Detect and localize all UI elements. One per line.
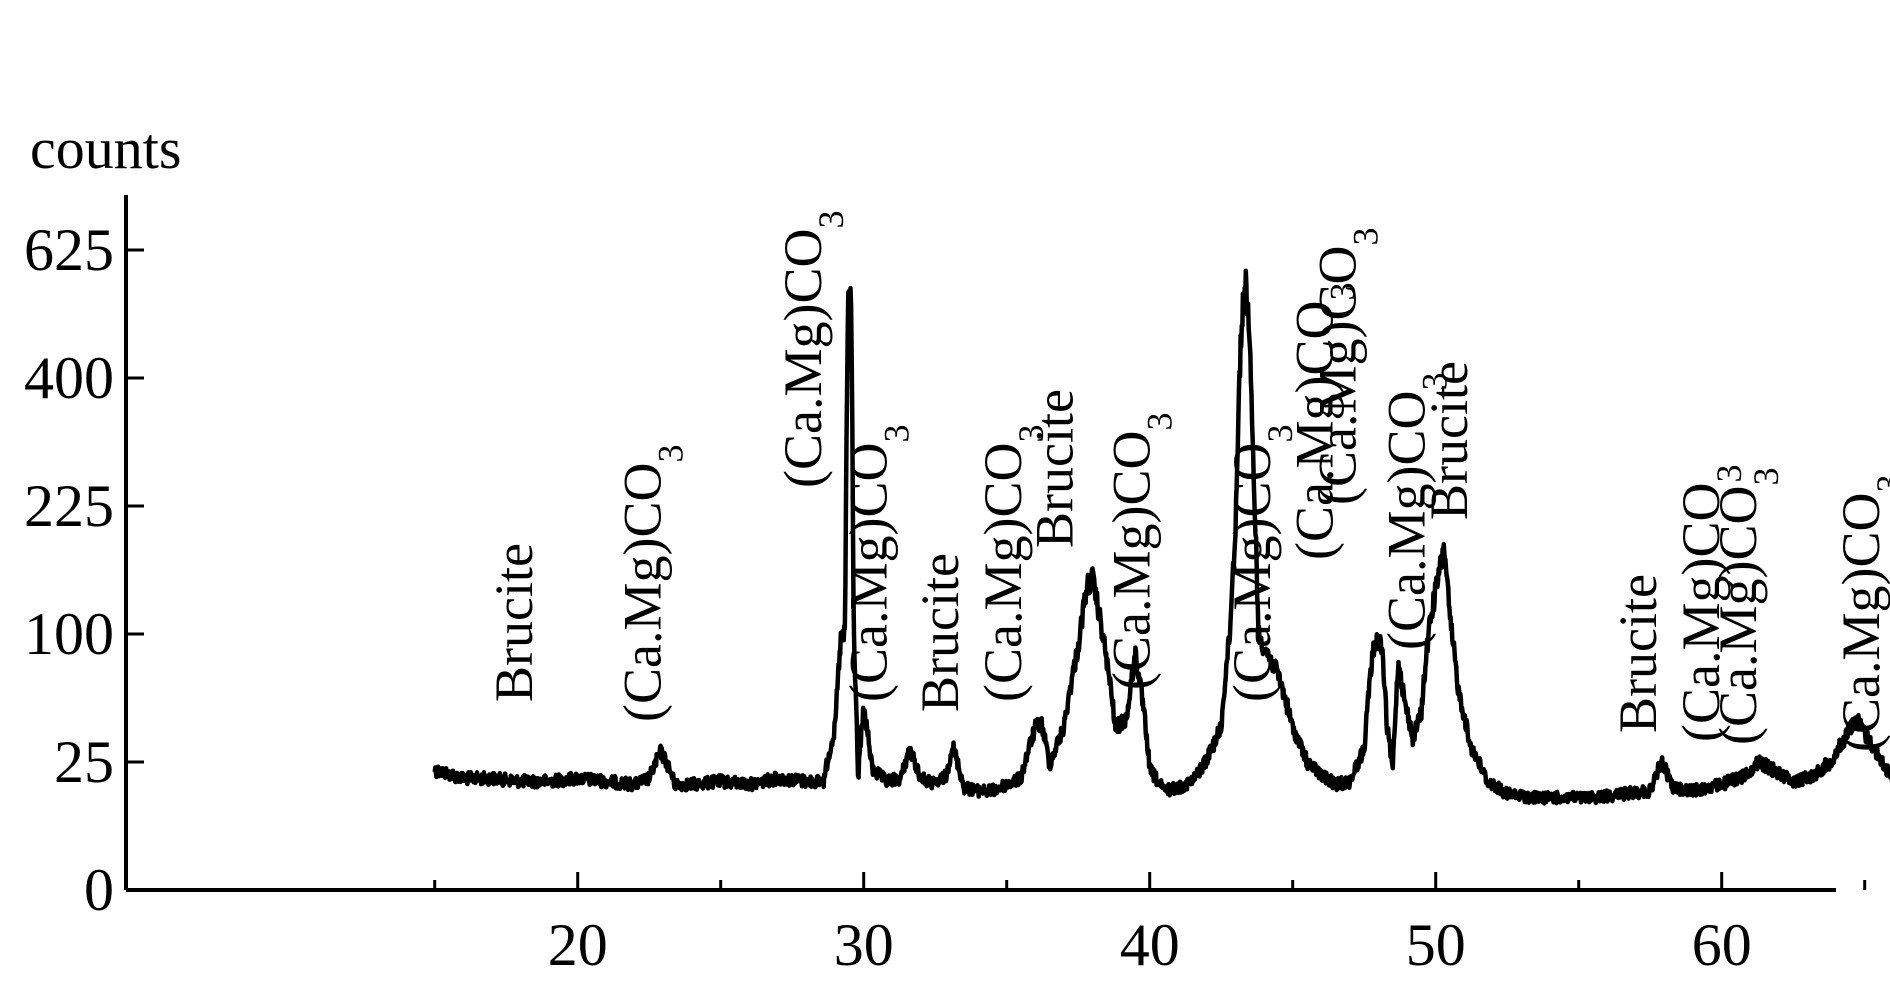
peak-annotation-subscript: 3	[651, 445, 691, 463]
peak-annotation-main: (Ca.Mg)CO	[773, 229, 833, 488]
y-tick-label: 625	[24, 217, 114, 283]
peak-annotation: Brucite	[1419, 361, 1479, 520]
peak-annotation-subscript: 3	[1709, 465, 1749, 483]
peak-annotation-main: (Ca.Mg)CO	[1671, 483, 1731, 742]
peak-annotation-main: (Ca.Mg)CO	[973, 443, 1033, 702]
y-tick-label: 225	[24, 473, 114, 539]
y-tick-label: 400	[24, 345, 114, 411]
peak-annotation-main: Brucite	[1608, 574, 1668, 733]
x-tick-label: 50	[1406, 912, 1466, 978]
y-tick-label: 25	[54, 729, 114, 795]
peak-annotation-subscript: 3	[1260, 425, 1300, 443]
y-tick-label: 100	[24, 601, 114, 667]
peak-annotation-subscript: 3	[1140, 413, 1180, 431]
peak-annotation-main: Brucite	[484, 543, 544, 702]
x-tick-label: 40	[1120, 912, 1180, 978]
peak-annotation: (Ca.Mg)CO3	[839, 425, 917, 702]
peak-annotation: (Ca.Mg)CO3	[1308, 228, 1386, 505]
peak-annotation-subscript: 3	[1011, 425, 1051, 443]
peak-annotation: Brucite	[910, 553, 970, 712]
peak-annotation: Brucite	[484, 543, 544, 702]
peak-annotation-main: (Ca.Mg)CO	[613, 463, 673, 722]
peak-annotation-subscript: 3	[1869, 475, 1890, 493]
peak-annotation-main: (Ca.Mg)CO	[1708, 486, 1768, 745]
peak-annotation-main: (Ca.Mg)CO	[1285, 301, 1345, 560]
peak-annotation: (Ca.Mg)CO3	[1831, 475, 1890, 752]
y-tick-label: 0	[84, 857, 114, 923]
peak-annotation: Brucite	[1025, 389, 1085, 548]
x-tick-label: 60	[1692, 912, 1752, 978]
y-axis-label: counts	[30, 116, 181, 181]
peak-annotation: (Ca.Mg)CO3	[1708, 468, 1786, 745]
peak-annotation: (Ca.Mg)CO3	[1222, 425, 1300, 702]
trace-layer	[432, 268, 1890, 806]
peak-annotation-main: (Ca.Mg)CO	[839, 443, 899, 702]
peak-annotation: (Ca.Mg)CO3	[1671, 465, 1749, 742]
peak-annotations: Brucite (Ca.Mg)CO3 (Ca.Mg)CO3(Ca.Mg)CO3Bru…	[484, 211, 1890, 752]
x-tick-label: 30	[834, 912, 894, 978]
peak-annotation: (Ca.Mg)CO3	[973, 425, 1051, 702]
peak-annotation-main: (Ca.Mg)CO	[1308, 246, 1368, 505]
peak-annotation-subscript: 3	[877, 425, 917, 443]
peak-annotation-subscript: 3	[1746, 468, 1786, 486]
peak-annotation-main: (Ca.Mg)CO	[1222, 443, 1282, 702]
peak-annotation-main: (Ca.Mg)CO	[1102, 431, 1162, 690]
peak-annotation: (Ca.Mg)CO3	[1102, 413, 1180, 690]
peak-annotation-subscript: 3	[811, 211, 851, 229]
peak-annotation: (Ca.Mg)CO3	[613, 445, 691, 722]
x-tick-label: 20	[548, 912, 608, 978]
peak-annotation-main: (Ca.Mg)CO	[1831, 493, 1890, 752]
peak-annotation: (Ca.Mg)CO3	[1376, 373, 1454, 650]
peak-annotation-main: (Ca.Mg)CO	[1376, 391, 1436, 650]
peak-annotation-subscript: 3	[1346, 228, 1386, 246]
axes: 203040506070025100225400625	[24, 195, 1867, 978]
diffraction-trace	[432, 268, 1890, 806]
peak-annotation-main: Brucite	[910, 553, 970, 712]
peak-annotation-main: Brucite	[1419, 361, 1479, 520]
peak-annotation: (Ca.Mg)CO3	[1285, 283, 1363, 560]
peak-annotation-subscript: 3	[1323, 283, 1363, 301]
peak-annotation-main: Brucite	[1025, 389, 1085, 548]
peak-annotation: Brucite	[1608, 574, 1668, 733]
peak-annotation-subscript: 3	[1414, 373, 1454, 391]
peak-annotation: (Ca.Mg)CO3	[773, 211, 851, 488]
